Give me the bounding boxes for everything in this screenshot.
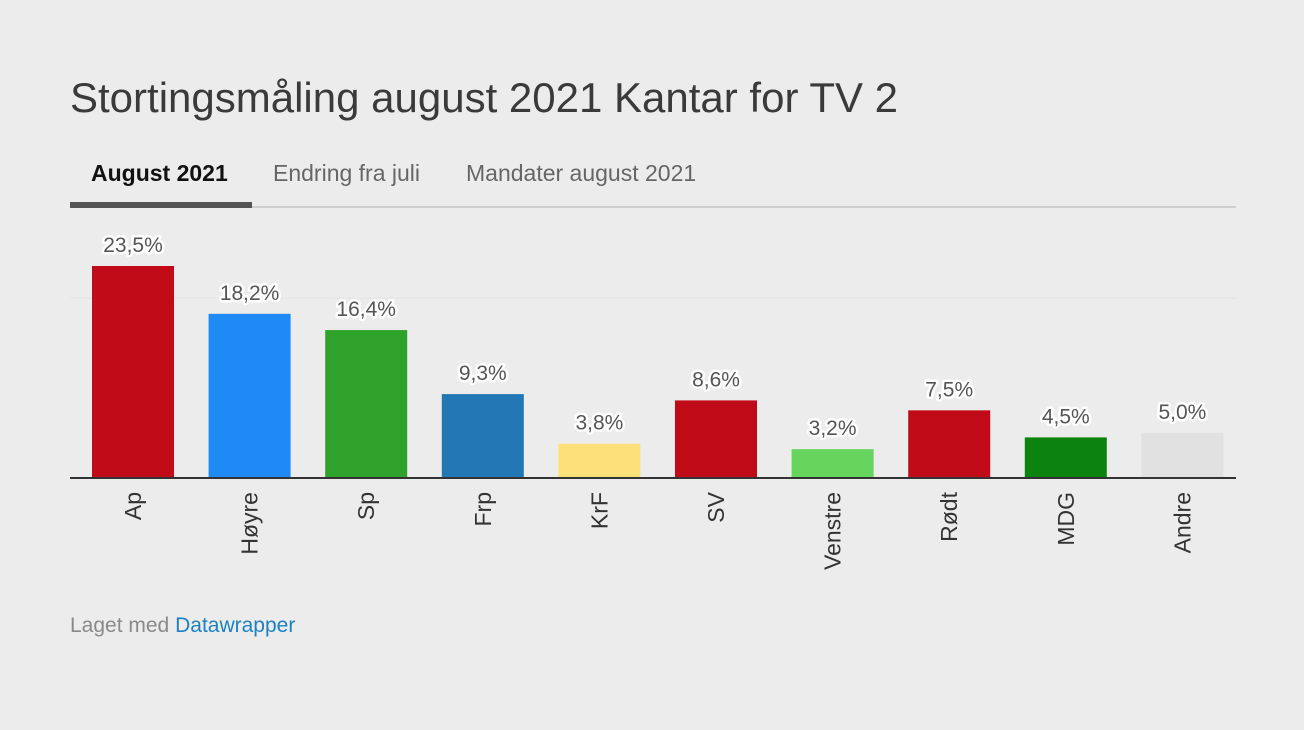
data-label: 23,5% (103, 234, 163, 257)
category-label: KrF (586, 492, 612, 529)
tab-endring-fra-juli[interactable]: Endring fra juli (273, 160, 421, 186)
category-label: Frp (470, 492, 496, 527)
data-label: 3,8% (575, 412, 623, 435)
data-label: 3,2% (809, 417, 857, 440)
bar-andre (1141, 432, 1224, 478)
data-label: 18,2% (220, 282, 280, 305)
category-label: SV (703, 491, 729, 522)
tab-bar: August 2021 Endring fra juli Mandater au… (70, 150, 1236, 208)
datawrapper-link[interactable]: Datawrapper (175, 614, 296, 637)
data-label: 5,0% (1158, 401, 1206, 424)
category-label: Høyre (237, 492, 263, 555)
bar-sp (325, 330, 408, 478)
category-label: MDG (1053, 492, 1079, 546)
bar-mdg (1024, 437, 1107, 478)
bar-chart: 23,5% Ap 18,2% Høyre 16,4% Sp 9,3% Frp 3,8% KrF 8,… (70, 232, 1236, 570)
data-label: 7,5% (925, 378, 973, 401)
category-label: Ap (120, 492, 146, 520)
bar-rødt (908, 410, 991, 478)
footer: Laget med Datawrapper (70, 614, 295, 638)
category-label: Andre (1169, 492, 1195, 553)
tab-august-2021[interactable]: August 2021 (91, 160, 228, 186)
data-label: 8,6% (692, 368, 740, 391)
category-label: Venstre (820, 492, 846, 570)
bar-krf (558, 443, 641, 478)
category-label: Rødt (936, 491, 962, 541)
bar-frp (441, 394, 524, 478)
tab-mandater-august-2021[interactable]: Mandater august 2021 (466, 160, 697, 186)
bar-venstre (791, 449, 874, 478)
chart-title: Stortingsmåling august 2021 Kantar for T… (70, 74, 899, 121)
bar-ap (92, 266, 174, 478)
bar-høyre (208, 313, 291, 478)
active-tab-indicator (70, 202, 252, 208)
category-label: Sp (353, 492, 379, 520)
footer-prefix: Laget med (70, 614, 170, 637)
bar-sv (675, 400, 757, 478)
data-label: 16,4% (336, 298, 396, 321)
data-label: 4,5% (1042, 405, 1090, 428)
data-label: 9,3% (459, 362, 507, 385)
